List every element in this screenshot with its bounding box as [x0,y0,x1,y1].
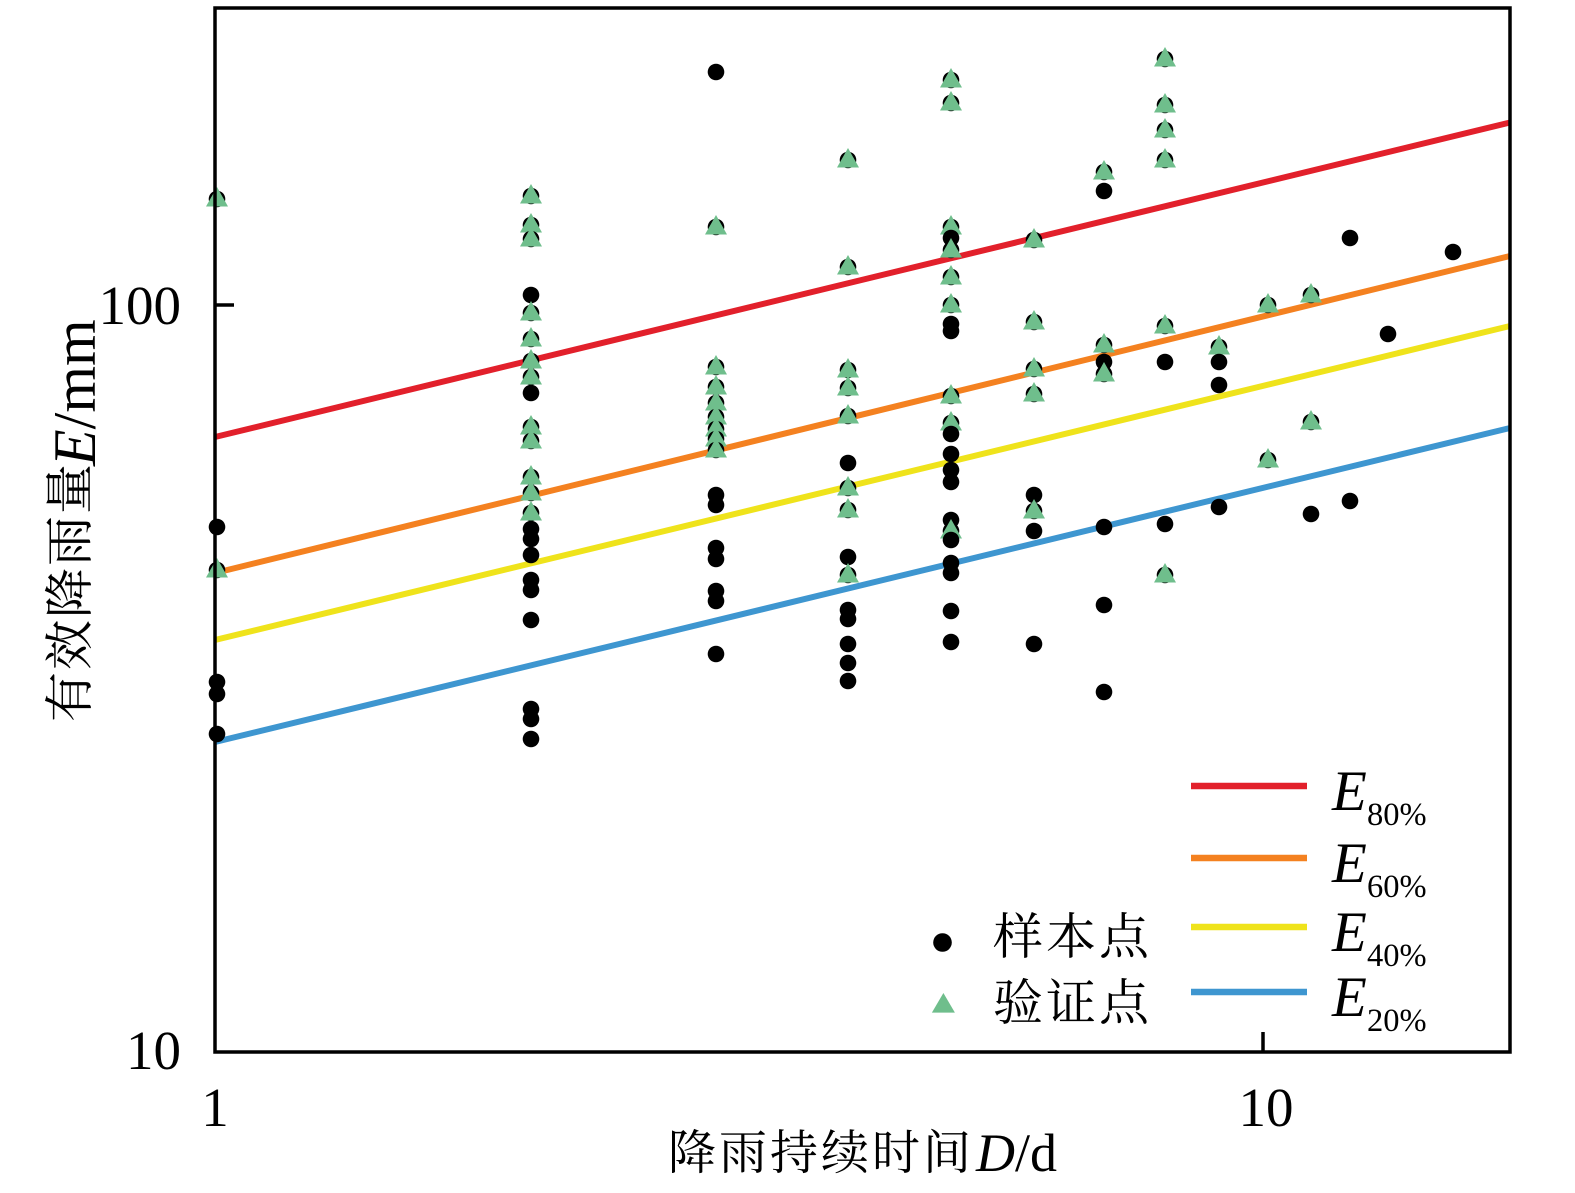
svg-text:E: E [1331,832,1367,895]
svg-text:E: E [1331,901,1367,964]
svg-text:80%: 80% [1367,797,1427,833]
svg-text:10: 10 [126,1020,181,1081]
svg-text:1: 1 [201,1077,229,1138]
svg-text:10: 10 [1239,1077,1294,1138]
svg-text:100: 100 [99,275,182,336]
svg-text:E/mm: E/mm [42,319,108,467]
svg-text:D/d: D/d [975,1123,1057,1183]
svg-text:20%: 20% [1367,1003,1427,1039]
svg-text:60%: 60% [1367,869,1427,905]
svg-text:E: E [1331,760,1367,823]
svg-text:E: E [1331,966,1367,1029]
svg-text:40%: 40% [1367,938,1427,974]
